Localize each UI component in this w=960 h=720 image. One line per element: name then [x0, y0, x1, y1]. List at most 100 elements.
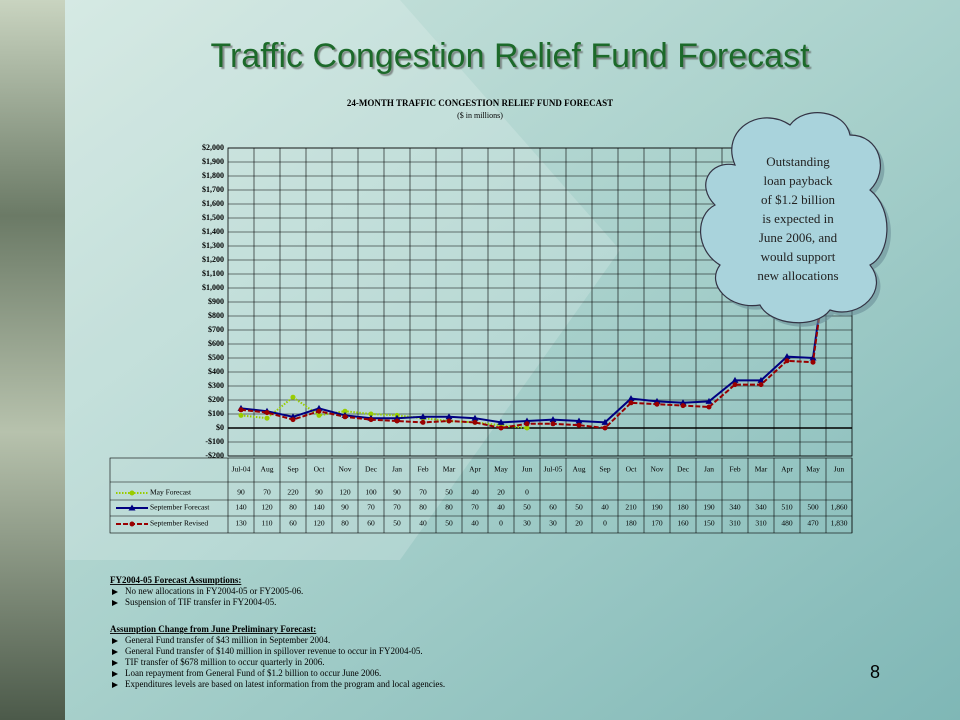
marker — [445, 413, 453, 420]
y-tick-label: $600 — [208, 339, 224, 348]
page-number: 8 — [870, 662, 880, 682]
y-tick-label: $800 — [208, 311, 224, 320]
marker — [810, 359, 816, 365]
table-value: 0 — [499, 519, 503, 528]
marker — [628, 400, 634, 406]
x-tick-label: Jun — [522, 465, 533, 474]
y-tick-label: $1,900 — [202, 157, 224, 166]
marker — [731, 376, 739, 383]
table-value: 120 — [261, 503, 273, 512]
marker — [679, 399, 687, 406]
x-tick-label: Sep — [599, 465, 611, 474]
x-tick-label: Aug — [573, 465, 586, 474]
table-value: 1,860 — [831, 503, 848, 512]
bullet — [112, 660, 118, 666]
x-tick-label: Nov — [339, 465, 352, 474]
marker — [602, 425, 608, 431]
marker — [524, 421, 530, 427]
table-value: 40 — [471, 488, 479, 497]
x-tick-label: Dec — [677, 465, 690, 474]
table-value: 1,830 — [831, 519, 848, 528]
table-value: 80 — [289, 503, 297, 512]
x-tick-label: Jan — [704, 465, 714, 474]
assumption-item: No new allocations in FY2004-05 or FY200… — [125, 586, 303, 596]
table-value: 70 — [419, 488, 427, 497]
assumption-item: General Fund transfer of $43 million in … — [125, 635, 330, 645]
bullet — [112, 649, 118, 655]
marker — [523, 417, 531, 424]
y-tick-label: $300 — [208, 381, 224, 390]
table-value: 50 — [523, 503, 531, 512]
x-tick-label: May — [806, 465, 820, 474]
x-tick-label: Feb — [417, 465, 429, 474]
marker — [264, 415, 270, 421]
table-value: 510 — [781, 503, 793, 512]
table-value: 340 — [729, 503, 741, 512]
x-tick-label: Oct — [314, 465, 326, 474]
chart-title: 24-MONTH TRAFFIC CONGESTION RELIEF FUND … — [347, 98, 613, 108]
y-tick-label: $1,800 — [202, 171, 224, 180]
callout — [700, 112, 888, 324]
marker — [290, 394, 296, 400]
table-value: 50 — [445, 519, 453, 528]
x-tick-label: Jan — [392, 465, 402, 474]
marker — [238, 407, 244, 413]
marker — [316, 412, 322, 418]
y-tick-label: -$100 — [205, 437, 224, 446]
marker — [653, 397, 661, 404]
y-tick-label: $400 — [208, 367, 224, 376]
x-tick-label: May — [494, 465, 508, 474]
marker — [342, 408, 348, 414]
money-strip — [0, 0, 65, 720]
table-value: 180 — [677, 503, 689, 512]
marker — [550, 421, 556, 427]
table-value: 80 — [419, 503, 427, 512]
x-tick-label: Mar — [755, 465, 768, 474]
bullet — [112, 682, 118, 688]
table-value: 310 — [729, 519, 741, 528]
marker — [680, 403, 686, 409]
y-tick-label: $1,200 — [202, 255, 224, 264]
x-tick-label: Jul-05 — [544, 465, 563, 474]
y-tick-label: $700 — [208, 325, 224, 334]
marker — [627, 395, 635, 402]
marker — [784, 358, 790, 364]
y-tick-label: $200 — [208, 395, 224, 404]
table-value: 480 — [781, 519, 793, 528]
x-tick-label: Dec — [365, 465, 378, 474]
callout-text: would support — [761, 249, 836, 264]
table-value: 40 — [471, 519, 479, 528]
marker — [394, 418, 400, 424]
table-value: 50 — [575, 503, 583, 512]
table-value: 0 — [525, 488, 529, 497]
bullet — [112, 589, 118, 595]
marker — [446, 418, 452, 424]
table-value: 90 — [341, 503, 349, 512]
callout-text: is expected in — [762, 211, 834, 226]
y-tick-label: $2,000 — [202, 143, 224, 152]
table-value: 50 — [393, 519, 401, 528]
table-value: 120 — [339, 488, 351, 497]
table-value: 470 — [807, 519, 819, 528]
assumption-item: Suspension of TIF transfer in FY2004-05. — [125, 597, 276, 607]
y-tick-label: $1,600 — [202, 199, 224, 208]
marker — [315, 404, 323, 411]
assumption-item: General Fund transfer of $140 million in… — [125, 646, 423, 656]
x-tick-label: Oct — [626, 465, 638, 474]
assumption-item: Expenditures levels are based on latest … — [125, 679, 445, 689]
assumptions-heading: Assumption Change from June Preliminary … — [110, 624, 316, 634]
table-value: 60 — [549, 503, 557, 512]
marker — [264, 410, 270, 416]
marker — [783, 353, 791, 360]
table-value: 0 — [603, 519, 607, 528]
marker — [758, 382, 764, 388]
table-value: 140 — [313, 503, 325, 512]
marker — [289, 413, 297, 420]
table-value: 20 — [497, 488, 505, 497]
table-value: 100 — [365, 488, 377, 497]
marker — [497, 418, 505, 425]
marker — [368, 417, 374, 423]
table-value: 70 — [471, 503, 479, 512]
marker — [524, 425, 530, 431]
